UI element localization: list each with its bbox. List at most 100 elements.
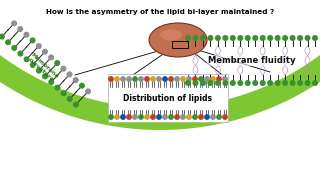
Circle shape (268, 81, 272, 85)
Circle shape (151, 77, 155, 81)
Circle shape (30, 63, 35, 67)
Circle shape (313, 36, 317, 40)
Ellipse shape (160, 30, 182, 40)
Circle shape (121, 115, 125, 119)
Circle shape (193, 77, 197, 81)
Circle shape (216, 36, 220, 40)
Circle shape (186, 36, 190, 40)
Circle shape (49, 80, 53, 84)
Circle shape (199, 115, 203, 119)
Circle shape (223, 115, 227, 119)
Circle shape (55, 61, 60, 65)
Circle shape (127, 77, 131, 81)
Circle shape (201, 36, 205, 40)
Circle shape (245, 81, 250, 85)
Text: How is the asymmetry of the lipid bi-layer maintained ?: How is the asymmetry of the lipid bi-lay… (46, 9, 274, 15)
Circle shape (74, 78, 78, 82)
Circle shape (86, 89, 90, 94)
Circle shape (201, 81, 205, 85)
FancyBboxPatch shape (108, 74, 228, 122)
Circle shape (253, 81, 258, 85)
Circle shape (283, 36, 287, 40)
Circle shape (260, 81, 265, 85)
Circle shape (193, 115, 197, 119)
Circle shape (275, 81, 280, 85)
Text: Distribution of lipids: Distribution of lipids (124, 93, 212, 102)
Circle shape (211, 115, 215, 119)
Circle shape (186, 81, 190, 85)
Circle shape (61, 66, 66, 71)
Circle shape (181, 77, 185, 81)
Circle shape (157, 115, 161, 119)
Circle shape (133, 115, 137, 119)
Circle shape (187, 77, 191, 81)
Circle shape (283, 81, 287, 85)
Circle shape (67, 72, 72, 77)
Circle shape (313, 81, 317, 85)
Circle shape (230, 36, 235, 40)
Circle shape (12, 21, 16, 26)
Circle shape (205, 77, 209, 81)
Circle shape (230, 81, 235, 85)
Circle shape (49, 55, 53, 60)
Circle shape (305, 81, 310, 85)
Circle shape (12, 46, 17, 50)
Circle shape (223, 36, 228, 40)
Circle shape (187, 115, 191, 119)
Circle shape (216, 81, 220, 85)
Circle shape (43, 74, 47, 79)
Circle shape (163, 115, 167, 119)
Circle shape (0, 34, 4, 39)
Circle shape (24, 57, 29, 62)
Circle shape (290, 36, 295, 40)
Circle shape (115, 77, 119, 81)
Circle shape (109, 77, 113, 81)
Ellipse shape (149, 23, 207, 57)
Circle shape (157, 77, 161, 81)
Circle shape (211, 77, 215, 81)
Text: Membrane fluidity: Membrane fluidity (208, 56, 295, 65)
Circle shape (30, 38, 35, 43)
Circle shape (238, 81, 243, 85)
Circle shape (238, 36, 243, 40)
Text: Membrane
curvature: Membrane curvature (26, 52, 60, 84)
Circle shape (208, 81, 213, 85)
Circle shape (290, 81, 295, 85)
Circle shape (18, 51, 23, 56)
Circle shape (223, 81, 228, 85)
Circle shape (199, 77, 203, 81)
Bar (172, 41, 188, 48)
Circle shape (298, 81, 302, 85)
Polygon shape (0, 0, 320, 130)
Circle shape (61, 91, 66, 96)
Circle shape (169, 77, 173, 81)
Circle shape (205, 115, 209, 119)
Circle shape (80, 83, 84, 88)
Circle shape (55, 85, 60, 90)
Circle shape (115, 115, 119, 119)
Circle shape (260, 36, 265, 40)
Circle shape (18, 27, 22, 31)
Circle shape (305, 36, 310, 40)
Circle shape (217, 115, 221, 119)
Circle shape (6, 40, 10, 45)
Circle shape (245, 36, 250, 40)
Circle shape (121, 77, 125, 81)
Circle shape (43, 49, 47, 54)
Circle shape (133, 77, 137, 81)
Circle shape (223, 77, 227, 81)
Circle shape (139, 77, 143, 81)
Circle shape (163, 77, 167, 81)
Circle shape (175, 77, 179, 81)
Circle shape (36, 44, 41, 48)
Circle shape (145, 77, 149, 81)
Circle shape (208, 36, 213, 40)
Circle shape (175, 115, 179, 119)
Circle shape (127, 115, 131, 119)
Circle shape (139, 115, 143, 119)
Circle shape (109, 115, 113, 119)
Circle shape (145, 115, 149, 119)
Circle shape (74, 102, 78, 107)
Circle shape (169, 115, 173, 119)
Circle shape (268, 36, 272, 40)
